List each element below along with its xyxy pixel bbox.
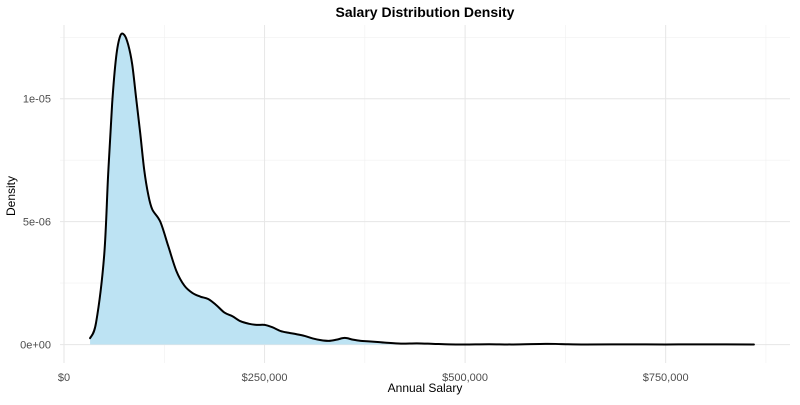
- y-tick-label: 5e-06: [23, 217, 51, 229]
- x-tick-label: $0: [58, 372, 70, 384]
- x-axis-label: Annual Salary: [388, 381, 463, 395]
- x-tick-label: $500,000: [442, 372, 488, 384]
- axis-tick-labels: $0 $250,000 $500,000 $750,000 0e+00 5e-06 1e-0…: [20, 94, 689, 384]
- chart-title: Salary Distribution Density: [336, 4, 515, 20]
- x-tick-label: $750,000: [643, 372, 689, 384]
- density-line: [89, 32, 755, 346]
- density-fill: [90, 33, 754, 345]
- y-tick-label: 0e+00: [20, 340, 51, 352]
- y-axis-label: Density: [4, 176, 18, 216]
- y-tick-label: 1e-05: [23, 94, 51, 106]
- density-area: [89, 32, 755, 346]
- x-tick-label: $250,000: [242, 372, 288, 384]
